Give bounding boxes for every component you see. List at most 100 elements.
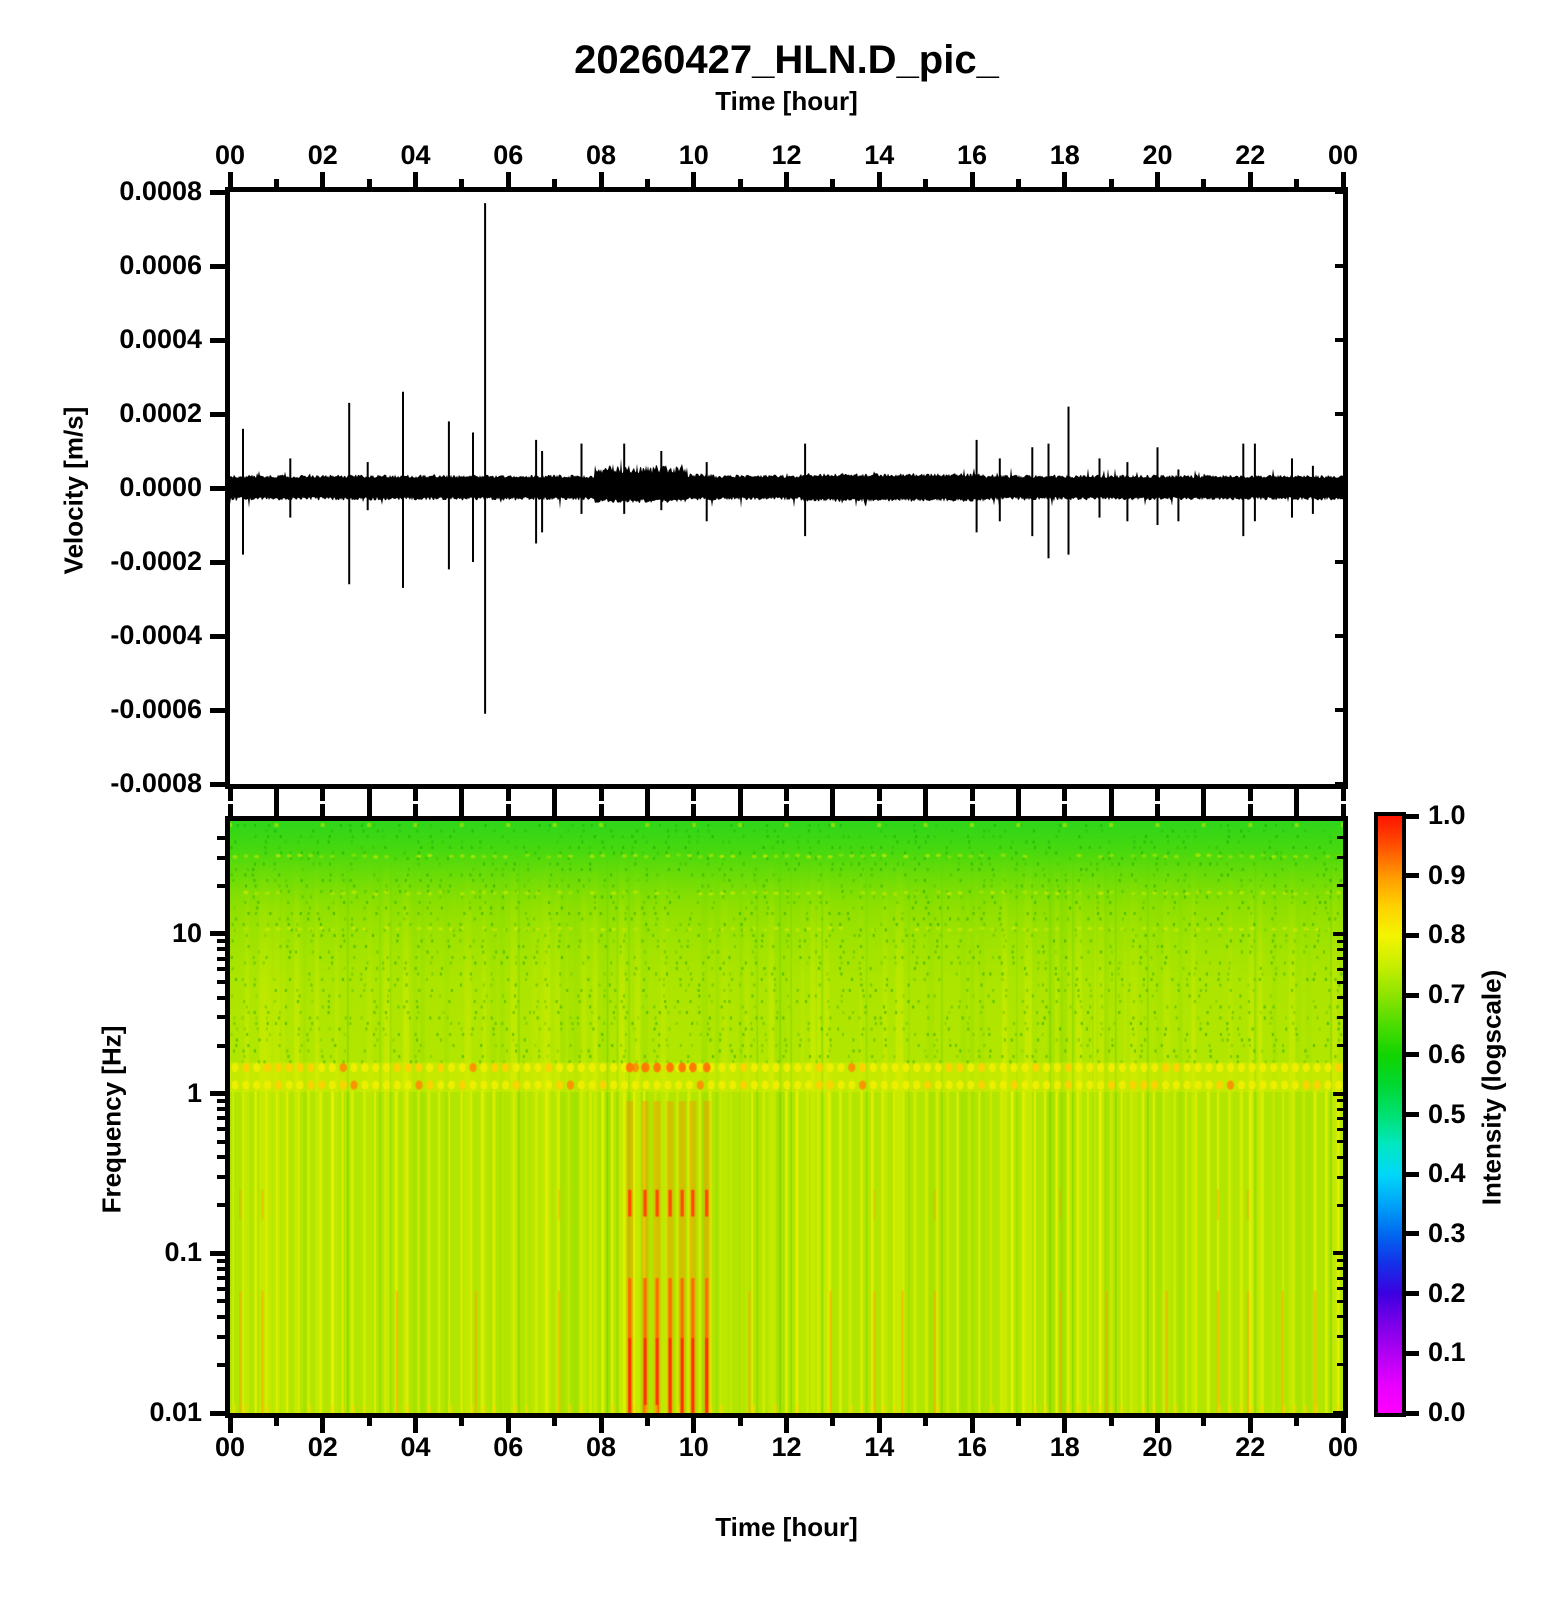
frequency-minor-tick — [217, 947, 225, 952]
velocity-tick-label: 0.0000 — [119, 472, 202, 502]
velocity-tick-right — [1335, 338, 1343, 342]
intensity-colorbar — [1374, 812, 1406, 1417]
frequency-tick-label: 0.01 — [149, 1397, 202, 1427]
spectrogram-frame — [225, 816, 1348, 1418]
time-tick-bottom — [1247, 1418, 1253, 1433]
time-tick-top — [366, 179, 372, 187]
colorbar-tick-label: 0.9 — [1428, 859, 1466, 890]
time-tick-top — [1340, 172, 1346, 187]
time-tick-label-bottom: 16 — [956, 1432, 988, 1462]
time-tick-bottom — [227, 1418, 233, 1433]
frequency-minor-tick-right — [1337, 1299, 1343, 1303]
time-tick-label-bottom: 04 — [400, 1432, 431, 1462]
time-tick-bottom — [366, 1418, 372, 1426]
frequency-tick-right — [1333, 1091, 1343, 1096]
page-title: 20260427_HLN.D_pic_ — [574, 38, 999, 82]
time-tick-label-bottom: 20 — [1142, 1432, 1173, 1462]
colorbar-tick — [1406, 1112, 1419, 1117]
velocity-tick-label: 0.0004 — [119, 324, 202, 354]
time-tick-label-top: 12 — [771, 140, 802, 170]
velocity-tick — [210, 559, 225, 565]
time-tick-mid — [691, 789, 697, 801]
time-tick-bottom — [691, 1418, 697, 1433]
time-tick-top — [830, 179, 836, 187]
velocity-tick-right — [1335, 782, 1343, 786]
time-tick-label-top: 18 — [1049, 140, 1080, 170]
colorbar-tick — [1406, 1171, 1419, 1177]
time-tick-mid — [413, 804, 418, 816]
frequency-tick-label: 0.1 — [164, 1237, 202, 1268]
time-tick-top — [320, 172, 326, 187]
frequency-minor-tick-right — [1337, 1116, 1343, 1120]
time-tick-top — [1247, 172, 1253, 187]
time-tick-mid — [1062, 789, 1068, 801]
time-tick-mid — [320, 804, 326, 816]
frequency-minor-tick-right — [1337, 1363, 1343, 1367]
velocity-tick-right — [1335, 486, 1343, 490]
time-tick-label-bottom: 12 — [771, 1432, 802, 1462]
time-tick-label-bottom: 02 — [307, 1432, 338, 1462]
velocity-tick — [210, 411, 225, 417]
time-tick-mid — [969, 804, 975, 816]
colorbar-tick — [1406, 1052, 1419, 1058]
time-tick-mid — [830, 789, 836, 816]
bottom-time-axis-label: Time [hour] — [715, 1512, 858, 1542]
velocity-tick — [210, 633, 225, 639]
time-tick-mid — [505, 804, 511, 816]
time-tick-mid — [1155, 789, 1160, 801]
time-tick-mid — [459, 789, 465, 816]
velocity-tick — [210, 781, 225, 787]
velocity-tick-label: -0.0002 — [110, 546, 202, 576]
colorbar-tick-label: 0.1 — [1428, 1337, 1466, 1368]
colorbar-tick-label: 0.7 — [1428, 979, 1466, 1010]
frequency-minor-tick-right — [1337, 1287, 1343, 1291]
time-tick-mid — [227, 789, 233, 801]
frequency-minor-tick — [217, 1286, 225, 1291]
time-tick-mid — [1015, 789, 1021, 816]
velocity-tick-right — [1335, 264, 1343, 268]
time-tick-mid — [1108, 789, 1114, 816]
frequency-minor-tick-right — [1337, 1315, 1343, 1319]
time-tick-top — [459, 179, 465, 187]
time-tick-top — [691, 172, 697, 187]
time-tick-top — [876, 172, 882, 187]
frequency-minor-tick — [217, 1155, 225, 1160]
time-tick-mid — [876, 804, 882, 816]
time-tick-top — [505, 172, 511, 187]
velocity-tick — [210, 189, 225, 195]
time-tick-label-bottom: 00 — [214, 1432, 246, 1462]
time-tick-bottom — [1155, 1418, 1160, 1433]
time-tick-mid — [1155, 804, 1160, 816]
frequency-minor-tick-right — [1337, 1267, 1343, 1271]
frequency-tick-label: 10 — [171, 917, 202, 948]
frequency-minor-tick — [217, 995, 225, 1000]
frequency-minor-tick — [217, 1175, 225, 1180]
time-tick-bottom — [876, 1418, 882, 1433]
time-tick-mid — [320, 789, 326, 801]
velocity-tick-label: 0.0002 — [119, 398, 202, 428]
time-tick-bottom — [644, 1418, 650, 1426]
time-tick-mid — [413, 789, 418, 801]
frequency-minor-tick — [217, 1276, 225, 1281]
frequency-tick-right — [1333, 1411, 1343, 1415]
time-tick-mid — [505, 789, 511, 801]
colorbar-tick — [1406, 1291, 1419, 1297]
time-tick-label-top: 08 — [585, 140, 617, 170]
time-tick-bottom — [969, 1418, 975, 1433]
velocity-tick-label: 0.0008 — [119, 176, 202, 206]
time-tick-bottom — [1294, 1418, 1300, 1426]
frequency-tick — [210, 1410, 225, 1416]
frequency-minor-tick — [217, 1203, 225, 1208]
waveform-plot — [230, 203, 1343, 714]
frequency-minor-tick — [217, 883, 225, 888]
frequency-minor-tick-right — [1337, 957, 1343, 961]
frequency-minor-tick-right — [1337, 1276, 1343, 1280]
frequency-tick-label: 1 — [186, 1077, 202, 1108]
time-tick-mid — [1247, 789, 1253, 801]
colorbar-tick-label: 0.8 — [1428, 919, 1466, 950]
frequency-minor-tick-right — [1337, 1203, 1343, 1207]
frequency-minor-tick — [217, 855, 225, 860]
time-tick-top — [413, 172, 418, 187]
velocity-tick-label: 0.0006 — [119, 250, 202, 280]
